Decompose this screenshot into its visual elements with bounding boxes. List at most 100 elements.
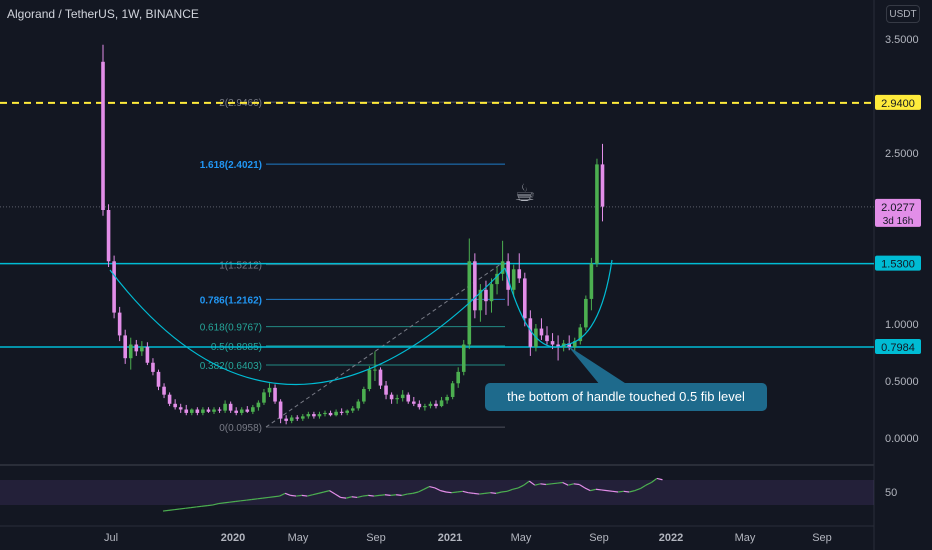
y-tick-label: 1.0000 [885,319,919,331]
price-label-box [875,94,921,110]
candle-body [151,362,155,372]
rsi-segment [229,500,236,503]
candle-body [178,407,183,410]
candle-body [400,394,405,399]
rsi-segment [346,496,352,499]
candle-body [184,409,189,413]
coffee-icon: ☕ [514,179,536,207]
currency-button[interactable]: USDT [886,5,920,23]
rsi-segment [301,494,308,497]
rsi-segment [545,483,552,486]
candle-body [367,369,372,389]
candle-body [517,269,522,279]
candle-body [301,416,305,419]
candle-body [356,401,361,409]
rsi-segment [578,484,586,489]
rsi-band [0,480,874,505]
price-label: 2.0277 3d 16h [875,198,921,227]
candle-body [378,369,383,386]
candle-body [140,346,144,352]
candle-body [206,409,211,412]
candle-body [595,164,599,264]
candle-body [550,341,555,345]
candle-body [278,401,283,419]
rsi-segment [384,494,391,496]
rsi-segment [468,492,474,494]
rsi-segment [595,488,602,491]
rsi-segment [340,496,347,499]
candle-body [234,410,238,413]
rsi-segment [556,481,563,484]
rsi-segment [235,500,241,503]
candle-body [412,401,416,404]
rsi-segment [407,492,413,495]
candle-body [134,344,139,352]
price-label-text: 2.9400 [881,98,915,110]
fib-level-label: 0(0.0958) [219,423,262,434]
rsi-segment [368,494,374,497]
price-label-text: 2.0277 [881,202,915,214]
rsi-segment [418,488,425,493]
candle-body [578,327,583,342]
rsi-segment [423,486,430,490]
rsi-segment [179,507,186,510]
rsi-tick-label: 50 [885,487,897,499]
rsi-segment [273,495,280,498]
candle-body [589,263,594,299]
candle-body [567,343,571,347]
rsi-segment [645,481,652,486]
rsi-segment [246,498,252,501]
candle-body [345,410,349,413]
x-tick-label: May [735,532,756,544]
candle-body [523,278,527,319]
rsi-segment [373,494,380,497]
x-tick-label: May [288,532,309,544]
candle-body [434,403,438,407]
rsi-segment [540,483,547,486]
rsi-segment [623,490,630,493]
candle-body [445,396,449,401]
rsi-segment [528,480,536,486]
rsi-segment [168,509,175,511]
candle-body [156,371,161,387]
candle-body [373,369,377,371]
candle-body [556,344,560,347]
rsi-segment [634,488,641,492]
rsi-segment [512,487,519,490]
candle-body [461,344,466,372]
y-tick-label: 0.0000 [885,433,919,445]
x-tick-label: May [511,532,532,544]
price-label-text: 1.5300 [881,259,915,271]
rsi-segment [162,509,169,512]
candle-body [262,392,266,403]
rsi-segment [218,502,225,505]
rsi-segment [257,497,263,500]
rsi-segment [251,498,258,501]
candle-body [223,403,227,411]
rsi-segment [190,506,197,509]
candle-body [450,383,455,397]
rsi-segment [590,488,597,492]
rsi-segment [606,490,613,492]
rsi-segment [284,492,291,496]
candle-body [217,409,222,411]
rsi-segment [656,477,663,481]
candle-body [545,335,549,342]
candle-body [328,412,333,416]
annotation-callout[interactable]: the bottom of handle touched 0.5 fib lev… [485,383,767,411]
candle-body [362,388,366,402]
candle-body [439,400,444,407]
rsi-segment [523,480,530,486]
candle-body [101,61,105,210]
rsi-segment [629,490,635,493]
price-label-subtext: 3d 16h [883,216,914,227]
rsi-segment [445,491,452,494]
handle-curve [504,259,613,348]
rsi-segment [196,505,202,508]
rsi-segment [201,505,208,507]
candle-body [289,417,294,421]
rsi-segment [279,492,286,497]
candle-body [384,385,388,395]
x-tick-label: Sep [589,532,609,544]
